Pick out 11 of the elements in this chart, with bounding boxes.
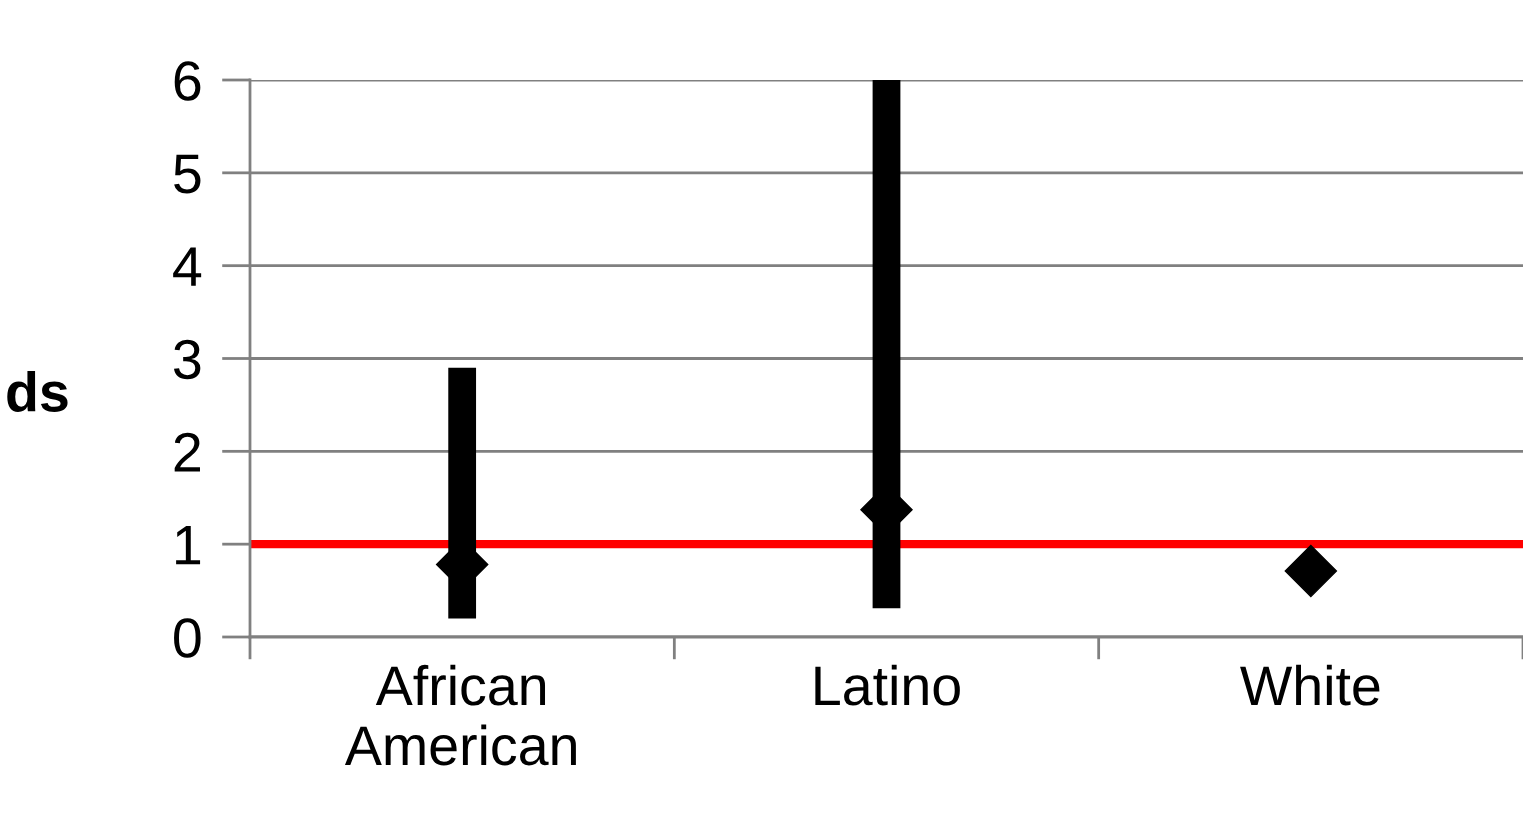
x-tick-label: Latino: [815, 664, 960, 706]
y-tick-label: 4: [173, 247, 202, 286]
y-tick-label: 1: [176, 526, 201, 565]
y-tick-label: 2: [174, 432, 200, 472]
y-tick-label: 0: [174, 618, 201, 658]
y-tick-label: 3: [174, 339, 201, 380]
x-tick-label: White: [1240, 664, 1380, 706]
y-tick-label: 5: [174, 154, 201, 194]
x-tick-label: African American: [344, 664, 576, 766]
y-tick-label: 6: [174, 61, 201, 101]
y-axis-title: ds: [7, 371, 68, 412]
